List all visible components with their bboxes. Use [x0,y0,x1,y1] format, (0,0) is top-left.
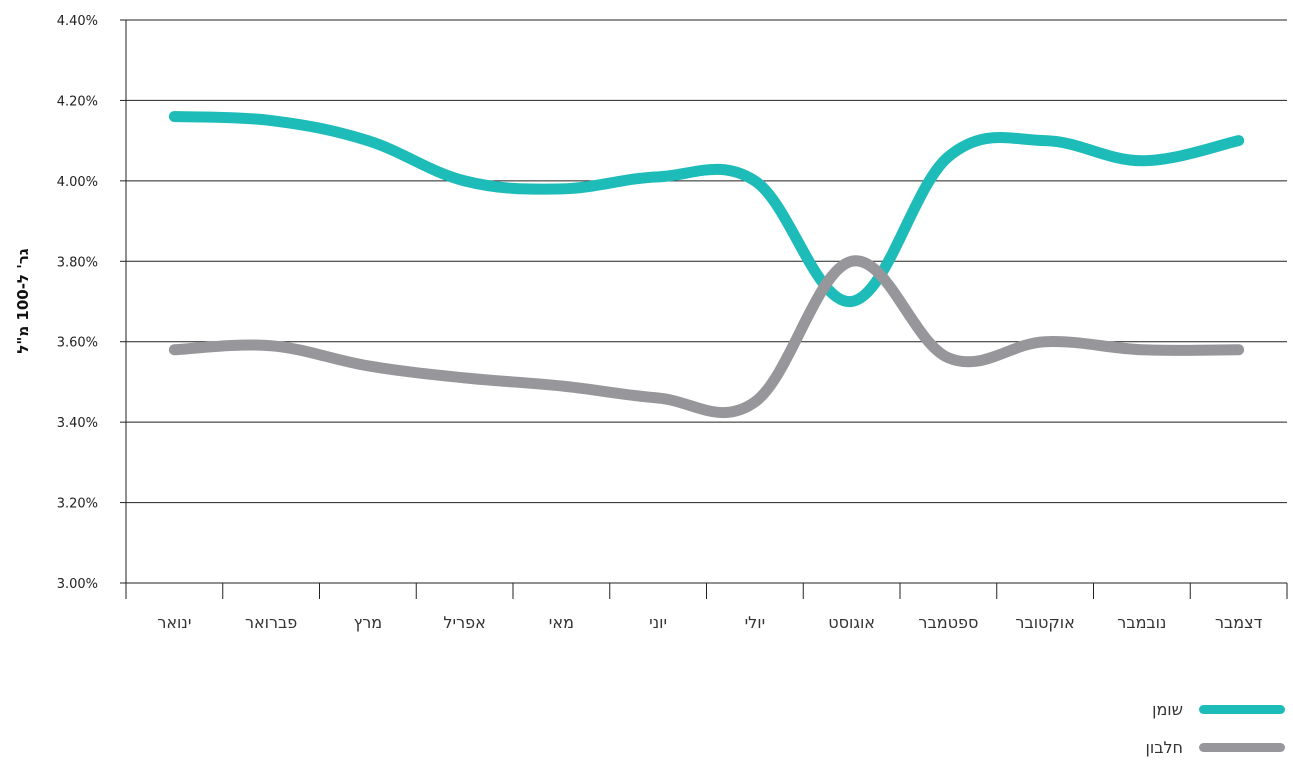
axes [125,20,1287,584]
y-tick-labels: 3.00% 3.20% 3.40% 3.60% 3.80% 4.00% 4.20% 4.40% [57,14,98,592]
data-point-protein [1045,341,1046,342]
category-label: פברואר [245,613,297,632]
data-point-fat [851,301,852,302]
y-tick-label: 3.40% [57,416,98,431]
x-tick-marks [125,583,1288,599]
data-point-protein [851,261,852,262]
data-point-fat [1141,160,1142,161]
category-label: מרץ [354,613,383,632]
legend: שומן חלבון [1145,690,1285,766]
category-label: יוני [649,613,667,632]
y-tick-label: 4.40% [57,14,98,29]
legend-swatch-protein [1199,742,1285,752]
legend-swatch-fat [1199,704,1285,714]
category-label: נובמבר [1117,613,1166,632]
y-tick-label: 3.80% [57,255,98,270]
category-label: דצמבר [1215,613,1263,632]
data-point-fat [174,116,175,117]
series-line-fat [168,111,1245,307]
category-label: ינואר [157,613,191,632]
legend-item-protein: חלבון [1145,728,1285,766]
data-point-protein [367,365,368,366]
y-tick-label: 3.60% [57,336,98,351]
category-labels: ינואר פברואר מרץ אפריל מאי יוני יולי אוגוסט ספטמ… [157,613,1262,632]
legend-item-fat: שומן [1145,690,1285,728]
y-tick-label: 3.00% [57,577,98,592]
data-point-fat [271,120,272,121]
data-point-protein [658,398,659,399]
data-point-protein [1141,349,1142,350]
data-point-protein [754,402,755,403]
data-point-protein [948,357,949,358]
data-point-fat [367,140,368,141]
data-point-protein [271,345,272,346]
data-point-protein [464,377,465,378]
grid-lines [120,19,1287,584]
data-point-protein [174,349,175,350]
data-point-fat [561,188,562,189]
category-label: יולי [745,613,766,632]
series-line-protein [168,255,1245,418]
category-label: אוגוסט [828,613,875,632]
y-tick-label: 3.20% [57,497,98,512]
data-point-fat [948,156,949,157]
data-point-protein [1238,349,1239,350]
data-point-fat [1238,140,1239,141]
category-label: אוקטובר [1015,613,1074,632]
data-point-fat [754,180,755,181]
data-point-fat [464,180,465,181]
category-label: ספטמבר [918,613,978,632]
series-lines [168,111,1245,418]
category-label: אפריל [443,613,485,632]
y-tick-label: 4.20% [57,94,98,109]
data-point-fat [658,176,659,177]
data-point-fat [1045,140,1046,141]
y-tick-label: 4.00% [57,175,98,190]
category-label: מאי [549,613,574,632]
y-axis-title: גר' ל-100 מ"ל [14,248,32,353]
legend-label-protein: חלבון [1145,737,1183,757]
legend-label-fat: שומן [1152,699,1183,719]
data-point-protein [561,385,562,386]
